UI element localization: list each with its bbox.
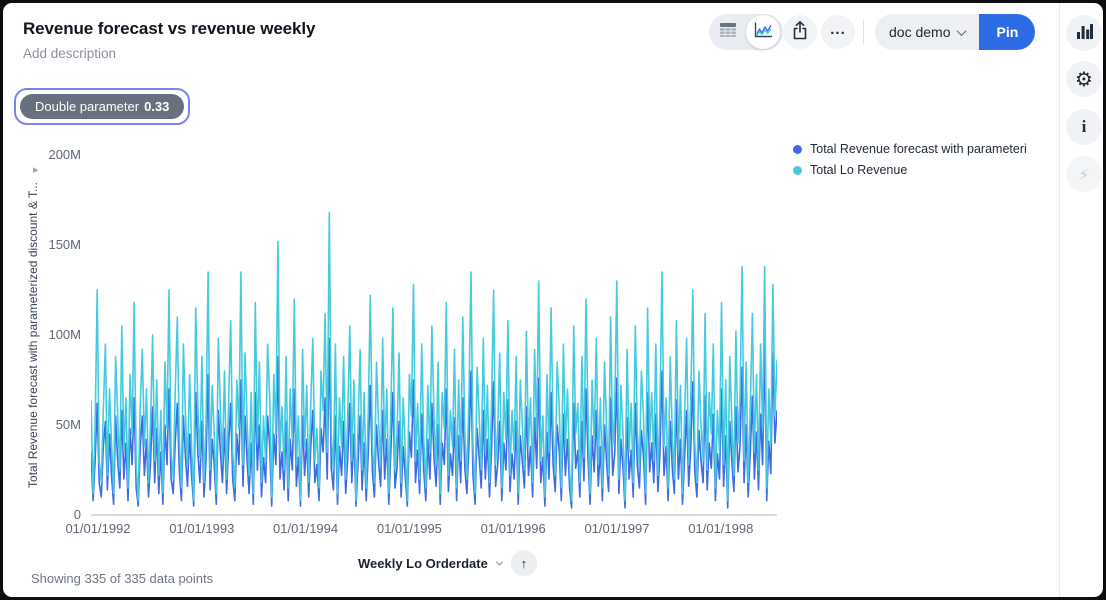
legend-item-lo-revenue[interactable]: Total Lo Revenue — [793, 163, 1027, 177]
x-tick-label: 01/01/1994 — [273, 521, 339, 536]
y-tick-label: 200M — [48, 147, 81, 162]
sidebar-settings-button[interactable]: ⚙ — [1066, 61, 1102, 97]
sidebar-chart-settings-button[interactable] — [1066, 15, 1102, 51]
parameter-control[interactable]: Double parameter 0.33 — [14, 88, 191, 125]
y-tick-label: 50M — [55, 417, 81, 432]
x-axis-field-label: Weekly Lo Orderdate — [358, 555, 488, 571]
share-button[interactable] — [783, 15, 817, 49]
x-tick-label: 01/01/1992 — [65, 521, 131, 536]
lightning-icon: ⚡ — [1078, 164, 1090, 184]
gear-icon: ⚙ — [1075, 67, 1093, 91]
x-axis-field-control: Weekly Lo Orderdate ↑ — [358, 550, 537, 576]
series-line-1 — [91, 211, 777, 502]
page-title: Revenue forecast vs revenue weekly — [23, 19, 316, 38]
axis-expand-icon[interactable]: ▸ — [33, 163, 39, 176]
data-points-status: Showing 335 of 335 data points — [31, 571, 214, 586]
bar-chart-icon — [1076, 23, 1093, 44]
chevron-down-icon — [957, 25, 967, 36]
doc-dropdown-label: doc demo — [889, 24, 951, 40]
mini-line-chart-icon — [753, 21, 773, 44]
chart-widget-window: Revenue forecast vs revenue weekly Add d… — [3, 3, 1103, 597]
parameter-pill[interactable]: Double parameter 0.33 — [20, 94, 185, 119]
parameter-label: Double parameter — [35, 99, 140, 114]
series-line-0 — [91, 337, 777, 509]
share-icon — [790, 19, 810, 46]
view-toggle — [709, 14, 783, 50]
table-view-button[interactable] — [709, 14, 746, 50]
sidebar-info-button[interactable]: i — [1066, 109, 1102, 145]
arrow-up-icon: ↑ — [520, 555, 528, 571]
doc-pin-group: doc demo Pin — [875, 14, 1036, 50]
chevron-down-icon[interactable] — [495, 558, 503, 566]
info-icon: i — [1081, 117, 1087, 136]
x-tick-label: 01/01/1993 — [169, 521, 235, 536]
line-chart-plot[interactable] — [91, 155, 777, 515]
chart-legend: Total Revenue forecast with parameteri T… — [793, 142, 1027, 177]
y-tick-label: 100M — [48, 327, 81, 342]
legend-item-forecast[interactable]: Total Revenue forecast with parameteri — [793, 142, 1027, 156]
parameter-value: 0.33 — [144, 99, 170, 114]
x-tick-label: 01/01/1996 — [480, 521, 546, 536]
legend-label: Total Revenue forecast with parameteri — [810, 142, 1027, 156]
y-tick-label: 150M — [48, 237, 81, 252]
toolbar-divider — [863, 20, 864, 44]
more-options-button[interactable]: ... — [821, 15, 855, 49]
legend-dot-cyan — [793, 165, 802, 175]
x-axis-line — [91, 514, 777, 516]
x-tick-label: 01/01/1998 — [688, 521, 754, 536]
x-tick-label: 01/01/1997 — [584, 521, 650, 536]
sidebar-divider — [1059, 3, 1060, 597]
ellipsis-icon: ... — [830, 20, 846, 38]
sort-ascending-button[interactable]: ↑ — [510, 550, 537, 576]
pin-button[interactable]: Pin — [979, 14, 1036, 50]
doc-dropdown[interactable]: doc demo — [875, 14, 980, 50]
table-grid-icon — [719, 22, 736, 42]
chart-view-button[interactable] — [746, 15, 780, 49]
y-tick-label: 0 — [73, 507, 81, 522]
legend-dot-blue — [793, 144, 802, 154]
sidebar-actions-button[interactable]: ⚡ — [1066, 156, 1102, 192]
x-tick-label: 01/01/1995 — [376, 521, 442, 536]
description-placeholder[interactable]: Add description — [23, 46, 117, 61]
legend-label: Total Lo Revenue — [810, 163, 908, 177]
